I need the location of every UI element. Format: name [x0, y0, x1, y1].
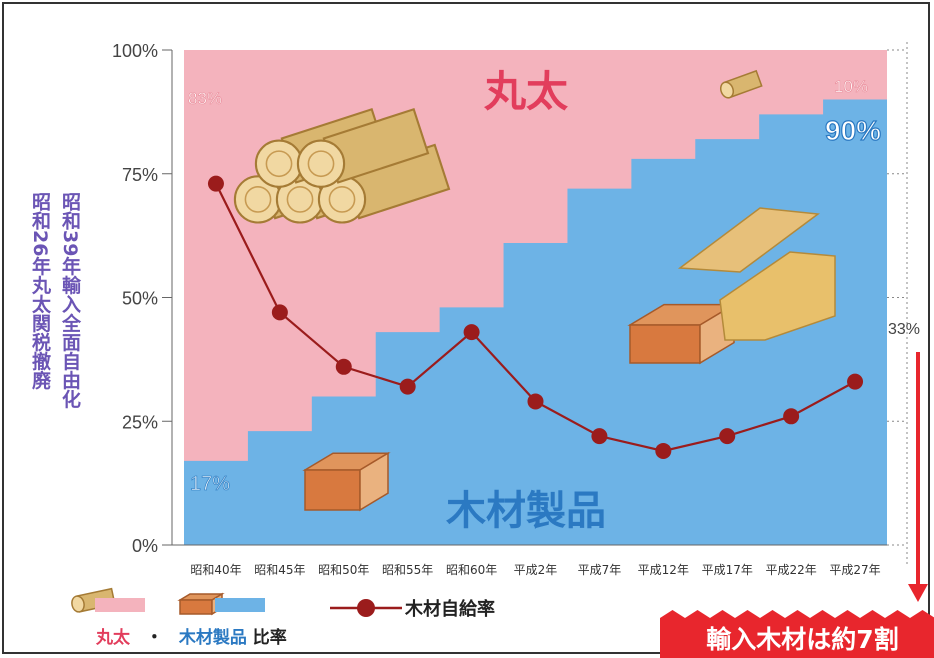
x-tick-label: 平成27年 [829, 563, 880, 577]
jikyuritsu-point [719, 428, 736, 445]
mokuzai-area [184, 99, 887, 545]
legend-line-label: 木材自給率 [404, 598, 495, 620]
log-ring [328, 186, 356, 213]
x-tick-label: 昭和60年 [446, 563, 497, 577]
jikyuritsu-point [463, 324, 480, 341]
x-tick-label: 昭和55年 [382, 563, 433, 577]
jikyuritsu-point [335, 358, 352, 375]
y-tick-label: 25% [122, 412, 158, 432]
x-tick-label: 平成22年 [765, 563, 816, 577]
banner-text: 輸入木材は約7割 [706, 625, 898, 654]
legend-maruta-swatch [95, 598, 145, 612]
y-tick-label: 100% [112, 41, 158, 61]
x-tick-label: 昭和45年 [254, 563, 305, 577]
plank-illustration [719, 251, 836, 341]
x-tick-label: 平成12年 [638, 563, 689, 577]
jikyuritsu-point [399, 378, 416, 395]
maruta-area-label: 丸太 [483, 67, 568, 116]
logs-illustration [233, 107, 451, 224]
log-ring [244, 186, 272, 213]
start-blue-percent: 17% [190, 473, 230, 495]
jikyuritsu-point [591, 428, 608, 445]
jikyuritsu-point [527, 393, 544, 410]
arrow-head [908, 584, 928, 602]
lumber-beam-illustration [627, 303, 737, 365]
legend-log-end [71, 595, 85, 613]
legend-ratio-text: 比率 [252, 628, 287, 648]
x-tick-label: 昭和50年 [318, 563, 369, 577]
legend-ratio-label: 丸太 ・ 木材製品 比率 [96, 623, 287, 648]
note-tariff-abolition: 昭和26年丸太関税撤廃 [29, 192, 51, 390]
small-log-end [719, 81, 735, 99]
jikyuritsu-point [271, 304, 288, 321]
end-pink-percent: 10% [834, 77, 868, 96]
legend-maruta-text: 丸太 [96, 628, 130, 648]
log-ring [307, 150, 335, 178]
y-tick-label: 75% [122, 165, 158, 185]
small-log-illustration [719, 69, 763, 99]
beam-side [179, 599, 213, 615]
note-import-liberalization: 昭和39年輸入全面自由化 [59, 192, 81, 409]
beam-side [629, 324, 701, 364]
legend-mokuzai-swatch [215, 598, 265, 612]
jikyuritsu-point [207, 175, 224, 192]
log-end [254, 139, 304, 188]
start-pink-percent: 83% [188, 89, 222, 108]
legend-mokuzai-text: 木材製品 [178, 628, 247, 648]
y-tick-label: 0% [132, 536, 158, 556]
log-ring [286, 186, 314, 213]
legend-dot: ・ [145, 628, 163, 648]
x-tick-label: 平成17年 [702, 563, 753, 577]
x-tick-label: 昭和40年 [190, 563, 241, 577]
log-end [296, 139, 346, 188]
jikyuritsu-point [783, 408, 800, 425]
log-ring [265, 150, 293, 178]
mokuzai-area-label: 木材製品 [446, 488, 606, 534]
lumber-small-illustration [302, 451, 391, 512]
end-line-percent: 33% [888, 321, 920, 338]
x-tick-label: 平成2年 [514, 563, 558, 577]
banner-background [660, 610, 934, 658]
beam-end [359, 451, 389, 512]
legend-line-dot [357, 599, 375, 617]
end-blue-percent: 90% [825, 115, 881, 146]
x-tick-label: 平成7年 [578, 563, 622, 577]
jikyuritsu-point [655, 442, 672, 459]
jikyuritsu-point [847, 373, 864, 390]
y-tick-label: 50% [122, 289, 158, 309]
board-illustration [677, 207, 820, 273]
beam-side [304, 469, 361, 511]
